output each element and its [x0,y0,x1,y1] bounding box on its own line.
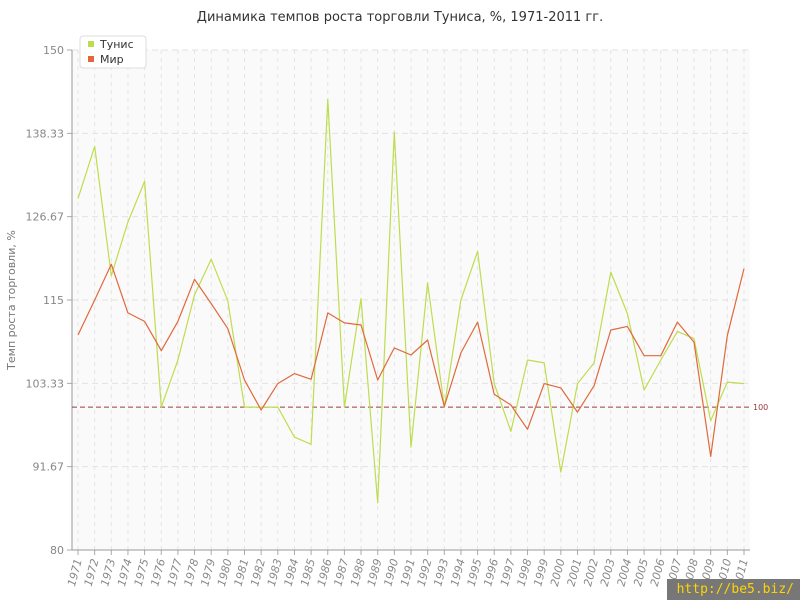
y-tick-label: 126.67 [26,211,65,224]
y-tick-label: 115 [43,294,64,307]
y-tick-label: 103.33 [26,377,65,390]
chart-title: Динамика темпов роста торговли Туниса, %… [196,10,604,25]
y-tick-label: 91.67 [33,461,65,474]
y-axis-ticks: 80 91.67 103.33 115 126.67 138.33 150 [26,44,72,557]
y-tick-label: 80 [50,544,64,557]
y-tick-label: 150 [43,44,64,57]
x-axis-ticks: 1971197219731974197519761977197819791980… [65,550,751,588]
series-line-tunisia [77,98,745,504]
y-axis-title: Темп роста торговли, % [5,230,18,371]
grid [72,49,750,551]
legend-box [79,35,147,69]
reference-line-label: 100 [753,403,768,412]
watermark-link[interactable]: http://be5.biz/ [666,579,800,600]
legend-label: Тунис [99,38,134,51]
series-line-world [77,263,745,457]
series-group [77,98,745,504]
reference-line: 100 [72,403,768,412]
legend[interactable]: Тунис Мир [79,35,147,69]
y-tick-label: 138.33 [26,127,65,140]
legend-label: Мир [100,53,124,66]
legend-swatch [88,56,94,62]
legend-swatch [88,41,94,47]
